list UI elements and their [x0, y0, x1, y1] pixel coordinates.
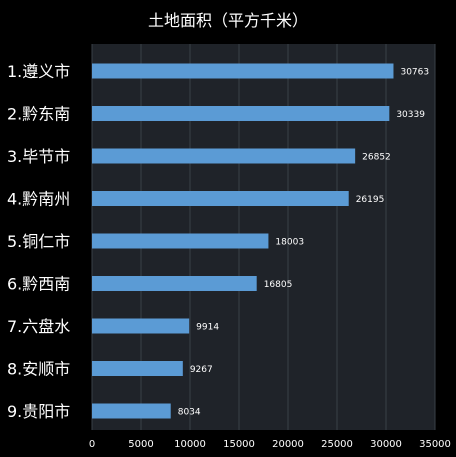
category-label: 2.黔东南 [7, 105, 70, 124]
x-tick-label: 10000 [174, 439, 206, 450]
bar [92, 106, 390, 121]
x-tick-label: 0 [89, 439, 95, 450]
category-label: 5.铜仁市 [7, 232, 70, 251]
x-axis-ticks: 0 5000 10000 15000 20000 25000 30000 35000 [89, 439, 451, 450]
data-labels: 30763 30339 26852 26195 18003 16805 9914 9267 80… [178, 68, 429, 418]
bar [92, 318, 190, 334]
x-tick-label: 20000 [272, 439, 304, 450]
category-label: 9.贵阳市 [7, 402, 70, 421]
x-tick-label: 5000 [128, 439, 153, 450]
data-label: 9914 [196, 323, 219, 333]
bar [92, 148, 356, 164]
category-label: 6.黔西南 [7, 275, 70, 294]
data-label: 30763 [400, 68, 429, 78]
bar [92, 361, 183, 376]
category-label: 3.毕节市 [7, 147, 70, 166]
bar [92, 233, 269, 249]
category-labels: 1.遵义市 2.黔东南 3.毕节市 4.黔南州 5.铜仁市 6.黔西南 7.六盘水 8.安顺市… [7, 62, 70, 421]
x-tick-label: 35000 [419, 439, 451, 450]
x-tick-label: 25000 [321, 439, 353, 450]
data-label: 16805 [264, 280, 293, 290]
data-label: 26195 [356, 195, 385, 205]
bars [92, 63, 394, 419]
category-label: 7.六盘水 [7, 317, 70, 336]
data-label: 30339 [396, 110, 425, 120]
bar [92, 191, 349, 206]
bar [92, 403, 171, 419]
x-tick-label: 15000 [223, 439, 255, 450]
data-label: 26852 [362, 153, 391, 163]
bar [92, 276, 257, 291]
category-label: 8.安顺市 [7, 360, 70, 379]
x-tick-label: 30000 [370, 439, 402, 450]
data-label: 18003 [275, 238, 304, 248]
category-label: 1.遵义市 [7, 62, 70, 81]
data-label: 9267 [190, 365, 213, 375]
bar [92, 63, 394, 79]
data-label: 8034 [178, 408, 201, 418]
category-label: 4.黔南州 [7, 190, 70, 209]
chart-title: 土地面积（平方千米） [148, 11, 308, 30]
